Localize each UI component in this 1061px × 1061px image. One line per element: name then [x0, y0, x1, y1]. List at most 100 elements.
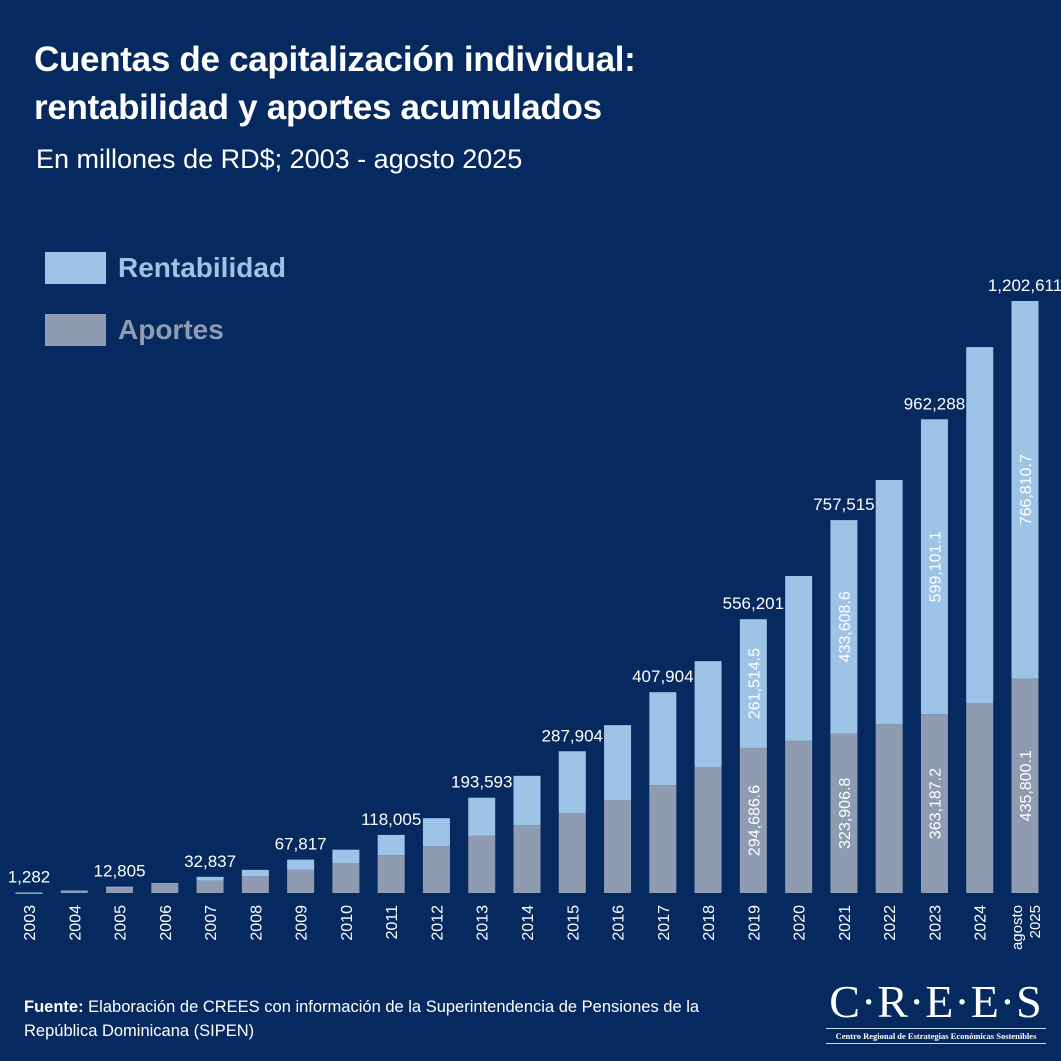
x-tick-label: 2017 [656, 905, 673, 941]
title-line-1: Cuentas de capitalización individual: [34, 40, 636, 79]
bar-aportes [332, 862, 360, 893]
x-tick-label: 2020 [792, 905, 809, 941]
total-label: 12,805 [94, 862, 146, 881]
bar-aportes [920, 714, 948, 893]
bar-rentabilidad [377, 834, 405, 856]
bar-aportes [422, 846, 450, 893]
x-tick-label: 2005 [113, 905, 130, 941]
x-tick-label: 2022 [882, 905, 899, 941]
x-tick-label: 2024 [973, 905, 990, 941]
bar-rentabilidad [966, 347, 994, 703]
legend-label: Rentabilidad [118, 252, 287, 283]
divider [826, 1028, 1046, 1029]
bar-aportes [649, 785, 677, 893]
legend-swatch-aportes [45, 314, 106, 346]
x-tick-label: 2015 [565, 905, 582, 941]
total-label: 193,593 [451, 773, 512, 792]
crees-logo: C·R·E·E·S Centro Regional de Estrategias… [826, 978, 1046, 1046]
bar-aportes [196, 880, 224, 893]
x-tick-label: 2019 [746, 905, 763, 941]
x-tick-label: 2018 [701, 905, 718, 941]
bar-aportes [558, 813, 586, 893]
legend-aportes: Aportes [45, 314, 224, 346]
x-tick-label: 2006 [158, 905, 175, 941]
source-text: Elaboración de CREES con información de … [24, 998, 700, 1040]
title-line-2: rentabilidad y aportes acumulados [34, 88, 602, 127]
bar-rentabilidad [604, 725, 632, 800]
segment-label-rentabilidad: 599,101.1 [927, 531, 944, 602]
segment-label-rentabilidad: 261,514.5 [746, 648, 763, 719]
total-label: 32,837 [184, 852, 236, 871]
bar-rentabilidad [332, 849, 360, 863]
segment-label-aportes: 323,906.8 [837, 778, 854, 849]
total-label: 962,288 [904, 394, 965, 413]
x-tick-label: 2021 [837, 905, 854, 941]
bar-aportes [830, 733, 858, 893]
source-label: Fuente: [24, 998, 84, 1016]
total-label: 287,904 [542, 726, 603, 745]
bar-rentabilidad [875, 479, 903, 725]
bar-aportes [694, 766, 722, 893]
total-label: 67,817 [275, 835, 327, 854]
bar-aportes [604, 799, 632, 893]
legend-rentabilidad: Rentabilidad [45, 252, 286, 284]
x-tick-label: 2008 [248, 905, 265, 941]
bar-aportes [287, 869, 315, 893]
x-tick-label: 2010 [339, 905, 356, 941]
bar-rentabilidad [106, 886, 134, 888]
bar-aportes [739, 747, 767, 893]
segment-label-aportes: 294,686.6 [746, 785, 763, 856]
total-label: 1,202,611 [988, 276, 1061, 295]
chart-title: Cuentas de capitalización individual: re… [34, 36, 636, 132]
bar-rentabilidad [649, 692, 677, 786]
bar-aportes [875, 724, 903, 893]
bar-rentabilidad [151, 883, 179, 885]
segment-label-rentabilidad: 766,810.7 [1018, 454, 1035, 525]
total-label: 118,005 [361, 810, 421, 829]
bar-aportes [151, 884, 179, 893]
legend-swatch-rentabilidad [45, 252, 106, 284]
bar-aportes [60, 891, 88, 893]
total-label: 556,201 [723, 594, 784, 613]
bar-rentabilidad [694, 661, 722, 767]
bar-aportes [785, 740, 813, 893]
x-tick-label: 2023 [927, 905, 944, 941]
bar-aportes [1011, 678, 1039, 893]
bar-aportes [513, 825, 541, 893]
x-tick-label: 2003 [22, 905, 39, 941]
x-tick-label: agosto [1009, 905, 1026, 950]
total-label: 1,282 [8, 867, 51, 886]
total-label: 757,515 [813, 495, 874, 514]
segment-label-rentabilidad: 433,608.6 [837, 591, 854, 662]
bar-rentabilidad [739, 619, 767, 748]
x-tick-label: 2009 [294, 905, 311, 941]
x-tick-label: 2011 [384, 905, 401, 940]
x-tick-label: 2004 [67, 905, 84, 941]
bar-rentabilidad [785, 575, 813, 741]
x-tick-label: 2012 [429, 905, 446, 941]
bar-aportes [106, 887, 134, 893]
bar-rentabilidad [422, 818, 450, 847]
bar-aportes [966, 702, 994, 893]
segment-label-aportes: 363,187.2 [927, 768, 944, 839]
source-note: Fuente: Elaboración de CREES con informa… [24, 995, 764, 1043]
bar-aportes [377, 855, 405, 893]
x-tick-label: 2013 [475, 905, 492, 941]
x-tick-label: 2007 [203, 905, 220, 941]
bar-aportes [468, 835, 496, 893]
bar-rentabilidad [196, 876, 224, 881]
bar-rentabilidad [1011, 301, 1039, 679]
bar-rentabilidad [241, 869, 269, 877]
logo-mark: C·R·E·E·S [829, 976, 1043, 1027]
divider [826, 1043, 1046, 1044]
bar-rentabilidad [287, 859, 315, 870]
bar-rentabilidad [920, 419, 948, 715]
x-tick-label: 2016 [611, 905, 628, 941]
legend-label: Aportes [118, 314, 224, 345]
bar-rentabilidad [830, 520, 858, 734]
x-tick-label: 2025 [1027, 905, 1044, 938]
chart-subtitle: En millones de RD$; 2003 - agosto 2025 [36, 144, 523, 174]
segment-label-aportes: 435,800.1 [1018, 750, 1035, 821]
bar-aportes [241, 876, 269, 893]
bar-rentabilidad [513, 775, 541, 826]
